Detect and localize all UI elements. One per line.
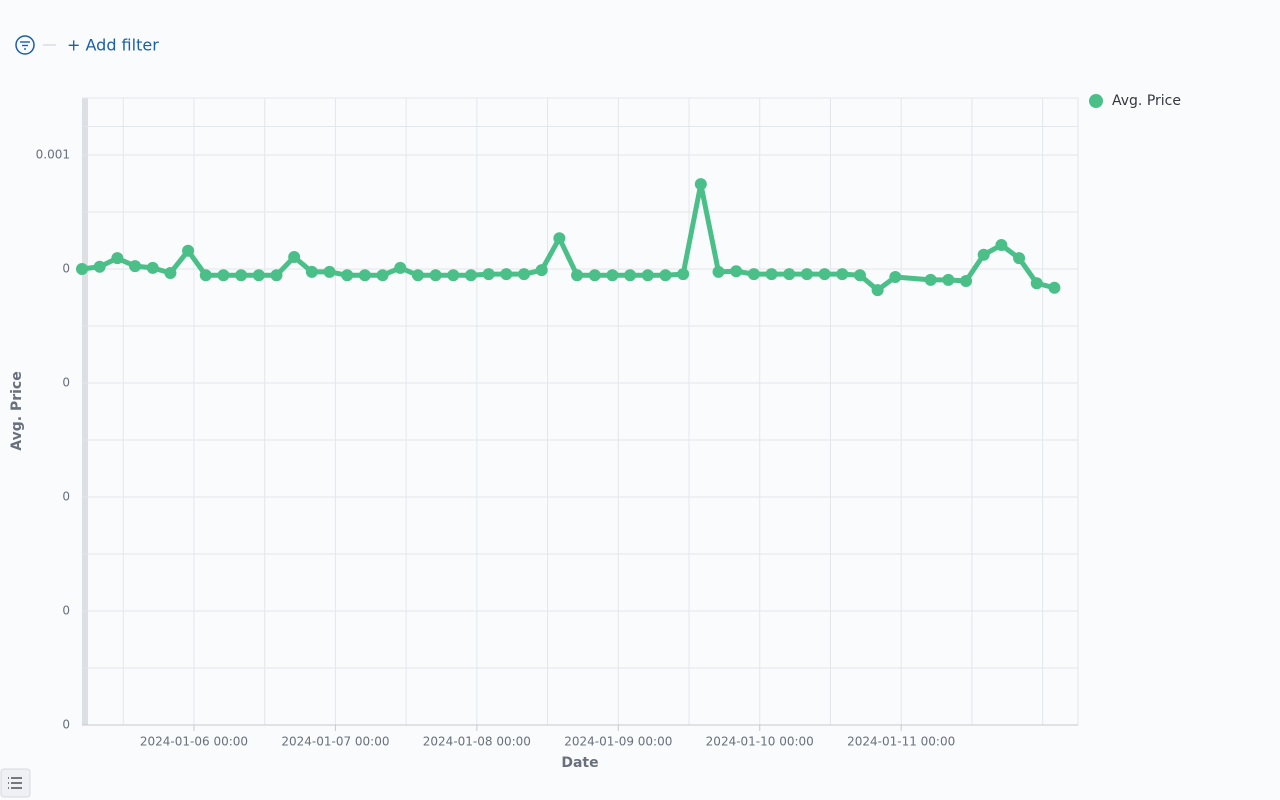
data-point bbox=[995, 239, 1008, 252]
data-point bbox=[871, 284, 884, 297]
data-point bbox=[500, 268, 513, 281]
data-point bbox=[358, 269, 371, 282]
data-point bbox=[235, 269, 248, 282]
y-tick-label: 0 bbox=[62, 262, 70, 276]
data-point bbox=[411, 269, 424, 282]
data-point bbox=[924, 273, 937, 286]
data-point bbox=[836, 268, 849, 281]
data-point bbox=[641, 269, 654, 282]
y-tick-label: 0.001 bbox=[36, 148, 70, 162]
data-point bbox=[376, 269, 389, 282]
left-highlight bbox=[82, 98, 88, 725]
add-filter[interactable]: + Add filter bbox=[67, 36, 159, 55]
data-point bbox=[305, 265, 318, 278]
data-point bbox=[694, 178, 707, 191]
data-point bbox=[942, 273, 955, 286]
chart: 0 0 0 0 0 0.001 2024-01-06 00:00 2024-01-07 00:… bbox=[9, 93, 1181, 771]
legend-toggle[interactable] bbox=[0, 768, 31, 798]
data-point bbox=[341, 269, 354, 282]
data-point bbox=[129, 260, 142, 273]
data-point bbox=[76, 263, 88, 275]
y-tick-label: 0 bbox=[62, 718, 70, 732]
y-axis-title: Avg. Price bbox=[9, 371, 25, 450]
data-point bbox=[182, 244, 195, 257]
data-point bbox=[783, 268, 796, 281]
y-tick-label: 0 bbox=[62, 490, 70, 504]
x-tick-label: 2024-01-06 00:00 bbox=[140, 735, 248, 749]
data-point bbox=[535, 264, 548, 277]
data-point bbox=[111, 252, 124, 265]
data-point bbox=[93, 260, 106, 273]
data-point bbox=[252, 269, 265, 282]
data-point bbox=[747, 268, 760, 281]
legend-swatch bbox=[1089, 94, 1103, 108]
data-point bbox=[323, 265, 336, 278]
x-tick-label: 2024-01-07 00:00 bbox=[281, 735, 389, 749]
data-point bbox=[730, 265, 743, 278]
data-point bbox=[818, 268, 831, 281]
data-point bbox=[1048, 281, 1061, 294]
data-point bbox=[429, 269, 442, 282]
x-tick-label: 2024-01-08 00:00 bbox=[423, 735, 531, 749]
data-point bbox=[588, 269, 601, 282]
data-point bbox=[606, 269, 619, 282]
data-point bbox=[765, 268, 778, 281]
data-point bbox=[217, 269, 230, 282]
data-point bbox=[571, 269, 584, 282]
data-point bbox=[1030, 277, 1043, 290]
legend-label: Avg. Price bbox=[1112, 93, 1181, 109]
y-tick-label: 0 bbox=[62, 376, 70, 390]
y-tick-label: 0 bbox=[62, 604, 70, 618]
data-point bbox=[270, 269, 283, 282]
data-point bbox=[288, 251, 301, 264]
data-point bbox=[1013, 252, 1026, 265]
data-point bbox=[199, 269, 212, 282]
data-point bbox=[853, 269, 866, 282]
data-point bbox=[800, 268, 813, 281]
data-point bbox=[712, 265, 725, 278]
data-point bbox=[146, 261, 159, 274]
data-point bbox=[164, 266, 177, 279]
data-point bbox=[977, 248, 990, 261]
data-point bbox=[553, 232, 566, 245]
data-point bbox=[518, 268, 531, 281]
data-point bbox=[889, 270, 902, 283]
data-point bbox=[960, 274, 973, 287]
filter-icon[interactable] bbox=[15, 35, 35, 55]
data-point bbox=[447, 269, 460, 282]
x-tick-label: 2024-01-09 00:00 bbox=[564, 735, 672, 749]
data-point bbox=[659, 269, 672, 282]
data-point bbox=[464, 269, 477, 282]
x-tick-label: 2024-01-10 00:00 bbox=[706, 735, 814, 749]
x-tick-label: 2024-01-11 00:00 bbox=[847, 735, 955, 749]
data-point bbox=[482, 268, 495, 281]
data-point bbox=[624, 269, 637, 282]
data-point bbox=[394, 261, 407, 274]
data-point bbox=[677, 268, 690, 281]
x-axis-title: Date bbox=[561, 755, 598, 771]
